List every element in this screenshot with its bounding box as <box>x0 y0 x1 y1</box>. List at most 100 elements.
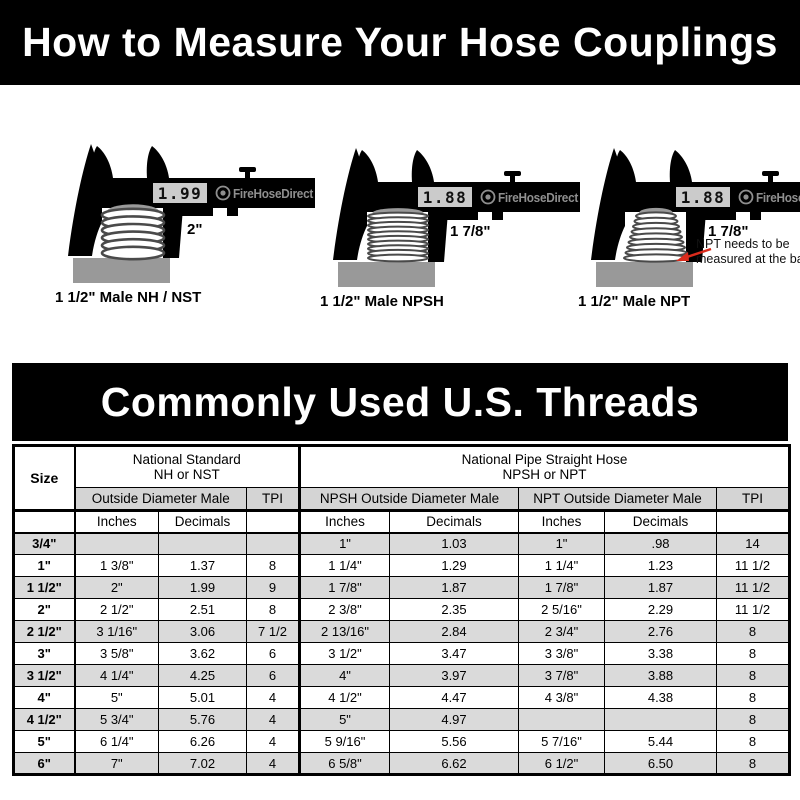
table-cell: 4.97 <box>389 708 519 731</box>
caliper-prong <box>669 150 692 182</box>
table-cell: 6 <box>246 642 300 665</box>
caliper-caption: 1 1/2" Male NH / NST <box>55 289 202 306</box>
page-title: How to Measure Your Hose Couplings <box>22 19 778 65</box>
table-cell: 8 <box>246 598 300 621</box>
coupling-base <box>73 258 170 283</box>
table-cell: 6 1/2" <box>518 752 605 775</box>
empty-cell <box>246 509 300 533</box>
table-cell: 3.47 <box>389 642 519 665</box>
table-cell: 4 <box>246 730 300 753</box>
table-cell: 1.87 <box>604 576 717 599</box>
table-cell <box>246 531 300 555</box>
table-cell: 4 3/8" <box>518 686 605 709</box>
table-cell: 8 <box>715 642 791 665</box>
table-cell: 4 1/4" <box>73 664 159 687</box>
coupling-threads <box>367 208 429 263</box>
caliper-illustration: 1.99 FireHoseDirect 2" <box>68 144 315 283</box>
table-cell: 3 1/16" <box>73 620 159 643</box>
table-cell: 2" <box>13 598 75 621</box>
table-cell: 1" <box>298 531 390 555</box>
npt-annotation: NPT needs to be measured at the base <box>696 237 800 267</box>
brand-label: FireHoseDirect <box>233 186 314 201</box>
caliper-prong <box>146 146 169 178</box>
depth-nub <box>750 212 761 220</box>
table-cell: .98 <box>604 531 717 555</box>
caliper-illustration: 1.88 FireHoseDirect 1 7/8" <box>333 148 580 287</box>
table-cell: 8 <box>715 730 791 753</box>
table-cell: 2" <box>73 576 159 599</box>
table-cell: 6 5/8" <box>298 752 390 775</box>
table-cell: 1.29 <box>389 554 519 577</box>
table-cell: 1.87 <box>389 576 519 599</box>
lcd-display <box>151 181 209 205</box>
table-cell: 2 3/4" <box>518 620 605 643</box>
table-cell: 6.62 <box>389 752 519 775</box>
thumb-screw <box>239 167 256 172</box>
table-title-banner: Commonly Used U.S. Threads <box>12 363 788 441</box>
fixed-jaw-arm <box>68 144 117 256</box>
table-cell: 6.50 <box>604 752 717 775</box>
table-cell: 8 <box>715 620 791 643</box>
table-cell: 3.38 <box>604 642 717 665</box>
annotation-line: measured at the base <box>696 252 800 266</box>
table-cell: 5" <box>73 686 159 709</box>
header-line: NH or NST <box>153 467 220 482</box>
thumb-screw-stem <box>510 175 515 183</box>
table-cell: 4.25 <box>158 664 247 687</box>
table-cell: 5 9/16" <box>298 730 390 753</box>
header-inches: Inches <box>518 509 605 533</box>
table-row: 3 1/2" 4 1/4" 4.25 6 4" 3.97 3 7/8" 3.88 8 <box>13 664 791 687</box>
table-cell: 1 1/2" <box>13 576 75 599</box>
brand-label: FireHoseDirect <box>756 190 800 205</box>
annotation-line: NPT needs to be <box>696 237 790 251</box>
header-line: National Standard <box>132 452 241 467</box>
header-line: National Pipe Straight Hose <box>461 452 628 467</box>
table-cell: 8 <box>715 664 791 687</box>
jaw-measurement-label: 1 7/8" <box>450 223 490 240</box>
movable-jaw <box>163 208 183 258</box>
table-cell: 1.23 <box>604 554 717 577</box>
caliper-caption: 1 1/2" Male NPT <box>578 293 691 310</box>
thumb-screw <box>504 171 521 176</box>
header-inches: Inches <box>73 509 159 533</box>
table-cell: 4 1/2" <box>13 708 75 731</box>
coupling-base <box>338 262 435 287</box>
caliper-caption: 1 1/2" Male NPSH <box>320 293 444 310</box>
table-cell: 7" <box>73 752 159 775</box>
caliper-figure-nh-nst: 1.99 FireHoseDirect 2" 1 1/2" Male NH / … <box>55 144 317 306</box>
table-cell: 2.51 <box>158 598 247 621</box>
table-cell: 4" <box>298 664 390 687</box>
table-cell: 4.47 <box>389 686 519 709</box>
table-row: 4 1/2" 5 3/4" 5.76 4 5" 4.97 8 <box>13 708 791 731</box>
table-cell: 3.88 <box>604 664 717 687</box>
thumb-screw <box>762 171 779 176</box>
table-cell: 1 3/8" <box>73 554 159 577</box>
table-cell: 11 1/2 <box>715 576 791 599</box>
table-cell: 5.56 <box>389 730 519 753</box>
table-cell: 1.03 <box>389 531 519 555</box>
table-cell: 4 1/2" <box>298 686 390 709</box>
movable-jaw <box>428 212 448 262</box>
table-cell: 2 13/16" <box>298 620 390 643</box>
table-cell: 2.84 <box>389 620 519 643</box>
firehosedirect-logo-icon <box>215 185 231 201</box>
table-cell: 3.06 <box>158 620 247 643</box>
table-header-row: Size National Standard NH or NST Nationa… <box>13 445 791 511</box>
table-cell: 3 1/2" <box>298 642 390 665</box>
table-cell: 1 1/4" <box>298 554 390 577</box>
table-cell <box>518 708 605 731</box>
table-cell: 8 <box>715 686 791 709</box>
table-cell: 1 1/4" <box>518 554 605 577</box>
table-cell: 3 5/8" <box>73 642 159 665</box>
table-cell: 7 1/2 <box>246 620 300 643</box>
table-cell: 11 1/2 <box>715 554 791 577</box>
fixed-jaw-arm <box>333 148 382 260</box>
table-cell: 2.35 <box>389 598 519 621</box>
table-cell: 11 1/2 <box>715 598 791 621</box>
table-cell: 2.76 <box>604 620 717 643</box>
table-cell: 5.76 <box>158 708 247 731</box>
table-cell: 5.01 <box>158 686 247 709</box>
coupling-base <box>596 262 693 287</box>
threads-table: Size National Standard NH or NST Nationa… <box>12 444 792 776</box>
